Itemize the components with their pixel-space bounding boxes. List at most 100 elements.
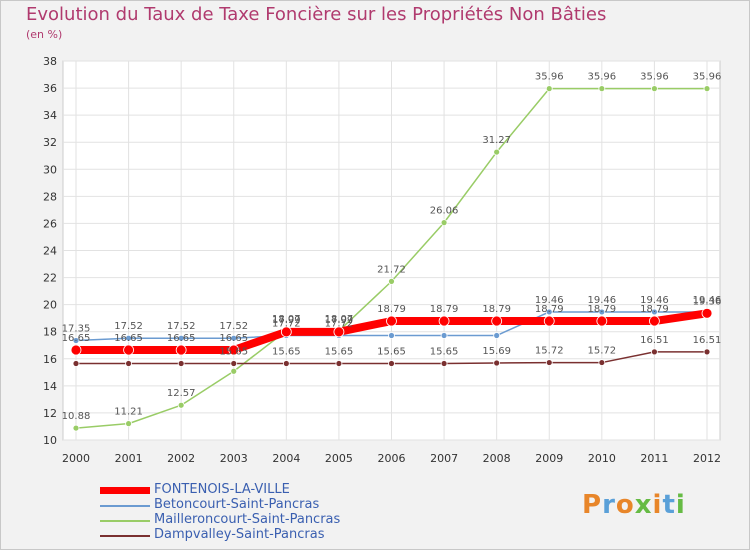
data-point [493,148,501,156]
data-label: 15.65 [430,347,459,358]
data-point [230,334,238,342]
data-point [545,85,553,93]
data-label: 17.35 [62,324,91,335]
x-tick-label: 2011 [640,452,668,465]
y-tick-label: 30 [43,163,57,176]
x-tick-label: 2004 [272,452,300,465]
data-point [230,367,238,375]
x-tick-label: 2000 [62,452,90,465]
data-point [388,332,395,339]
data-label: 19.36 [693,296,722,307]
legend-label: Betoncourt-Saint-Pancras [154,497,320,512]
legend-label: Dampvalley-Saint-Pancras [154,527,325,542]
x-tick-label: 2006 [378,452,406,465]
data-point [125,360,132,367]
data-point [598,308,606,316]
data-point [386,315,397,327]
y-tick-label: 18 [43,326,57,339]
data-label: 16.65 [114,333,143,344]
data-point [491,315,503,327]
data-point [701,307,713,319]
x-tick-label: 2002 [167,452,195,465]
y-tick-label: 14 [43,380,57,393]
data-label: 18.79 [588,304,617,315]
data-label: 11.21 [114,407,143,418]
data-label: 15.72 [588,346,617,357]
legend-swatch [100,505,150,507]
data-label: 18.07 [325,314,354,325]
data-label: 21.72 [377,264,406,275]
data-label: 15.65 [325,347,354,358]
data-label: 16.51 [640,335,669,346]
data-point [703,348,711,356]
data-label: 17.99 [325,315,354,326]
x-tick-label: 2009 [535,452,563,465]
legend-label: Mailleroncourt-Saint-Pancras [154,512,341,527]
data-label: 31.27 [482,135,511,146]
y-tick-label: 22 [43,272,57,285]
y-tick-label: 16 [43,353,57,366]
data-point [651,348,658,356]
data-label: 12.57 [167,388,196,399]
data-point [125,420,132,428]
x-tick-label: 2007 [430,452,458,465]
data-label: 15.65 [272,347,301,358]
data-point [440,332,448,339]
y-tick-label: 34 [43,109,57,122]
data-point [72,360,80,367]
data-label: 17.52 [219,321,248,332]
y-tick-label: 12 [43,407,57,420]
proxiti-logo: Proxiti [582,490,686,520]
data-label: 35.96 [693,72,722,83]
data-label: 15.65 [219,347,248,358]
y-tick-label: 28 [43,190,57,203]
data-label: 18.79 [430,304,459,315]
data-point [177,360,185,367]
y-tick-label: 10 [43,434,57,447]
x-tick-label: 2005 [325,452,353,465]
data-label: 16.51 [693,335,722,346]
data-label: 16.65 [167,333,196,344]
data-point [230,360,238,367]
data-point [72,337,80,344]
data-label: 16.65 [62,333,91,344]
data-point [282,360,290,367]
data-label: 15.65 [377,347,406,358]
data-label: 17.52 [167,321,196,332]
data-label: 35.96 [588,72,617,83]
data-label: 17.99 [272,315,301,326]
y-tick-label: 26 [43,217,57,230]
data-label: 18.79 [482,304,511,315]
data-point [596,315,608,327]
data-label: 18.07 [272,314,301,325]
data-point [125,334,132,342]
data-point [280,326,292,338]
data-point [598,359,606,366]
data-label: 17.72 [325,319,354,330]
data-point [545,308,553,316]
x-tick-label: 2010 [588,452,616,465]
data-point [175,344,187,356]
data-label: 18.79 [640,304,669,315]
data-point [72,424,80,432]
data-point [388,277,395,285]
data-label: 26.06 [430,206,459,217]
data-point [651,85,658,93]
data-label: 35.96 [640,72,669,83]
data-label: 17.52 [114,321,143,332]
x-tick-label: 2012 [693,452,721,465]
data-point [651,308,658,316]
x-tick-label: 2008 [483,452,511,465]
data-label: 16.65 [219,333,248,344]
data-label: 19.46 [693,295,722,306]
y-tick-label: 38 [43,55,57,68]
data-point [649,315,660,327]
data-point [493,359,501,367]
data-point [545,359,553,366]
data-point [388,360,395,367]
y-tick-label: 24 [43,245,57,258]
data-point [493,332,501,339]
x-tick-label: 2003 [220,452,248,465]
data-point [177,401,185,409]
data-point [228,344,240,356]
